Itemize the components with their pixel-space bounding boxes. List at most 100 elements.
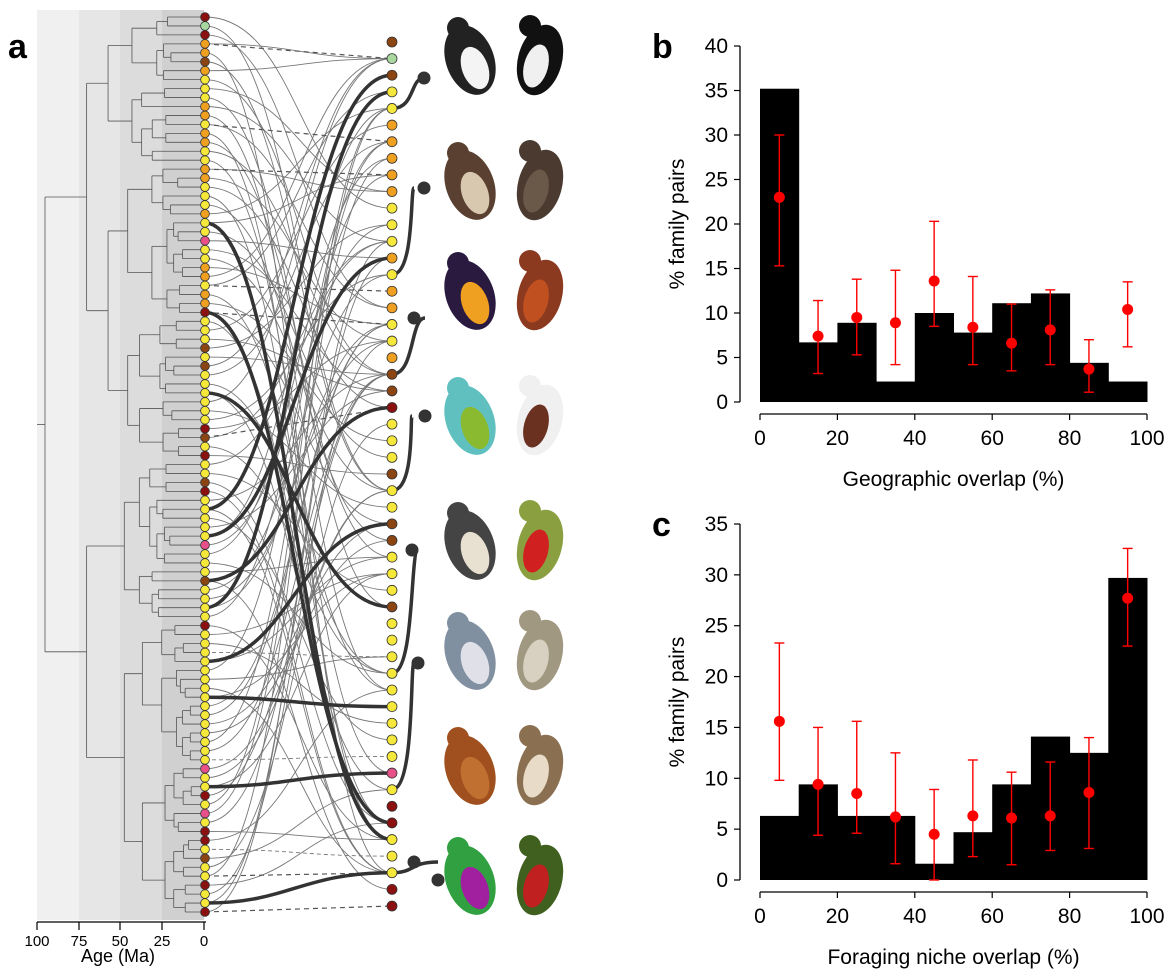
bird-belly [523,754,549,798]
tip-node [200,218,210,228]
null-model-point [928,275,940,287]
x-tick-label: 100 [1129,905,1164,928]
thick-link [204,695,393,709]
tangle-line [204,340,393,600]
bird-connector [391,661,416,792]
tangle-line [204,240,393,259]
tip-node [200,280,210,291]
right-node [386,651,398,663]
tip-node [200,414,210,425]
bird-head [447,17,469,39]
age-tick-label: 0 [200,933,208,950]
tangle-line [204,311,393,525]
tip-nodes [200,12,210,917]
right-node [386,319,398,330]
tip-node [200,262,210,273]
right-node [386,385,398,397]
tip-node [200,549,210,559]
y-tick-label: 5 [716,347,728,370]
tip-node [200,271,210,282]
razorbill-and-penguin-illustration [417,15,564,96]
right-node [386,169,398,181]
tip-node [200,808,210,819]
swift-and-swallow-illustration [417,140,564,221]
bird-head [447,727,469,749]
age-band [79,10,120,920]
null-model-point [1006,337,1018,349]
tip-node [200,620,210,631]
right-node [386,402,398,413]
thick-link [204,73,393,511]
right-node [386,551,398,563]
tangle-line [204,473,393,591]
y-tick-label: 15 [705,258,728,281]
age-band [162,10,204,920]
age-band [37,10,79,920]
tip-node [200,495,210,506]
tip-node [200,405,210,416]
histogram-bar [760,815,800,880]
tangle-line [204,174,393,618]
bird-belly [523,404,549,448]
right-node [386,119,398,131]
phylogenetic-tree [37,16,205,913]
bird-connector [391,316,426,377]
tip-node [200,871,210,881]
age-axis-label: Age (Ma) [81,946,155,966]
tip-node [200,30,210,40]
x-tick-label: 80 [1058,905,1081,928]
y-tick-label: 40 [705,35,728,58]
thick-link [204,871,393,905]
bird-belly [523,864,549,908]
right-node [386,800,398,812]
right-node [386,252,398,264]
dashed-link [204,905,393,913]
null-model-point [851,311,863,323]
bird-bullet [431,873,445,887]
bird-head [519,140,541,162]
panel-c-letter: c [652,506,671,544]
tip-node [200,674,210,685]
tangle-line [204,373,393,501]
right-node [386,900,398,912]
right-node [386,285,398,297]
bird-head [447,837,469,859]
tangle-line [204,240,393,913]
null-model-point [889,317,901,329]
y-tick-label: 30 [705,564,728,587]
tip-node [200,137,210,148]
y-tick-label: 25 [705,169,728,192]
null-model-point [1044,810,1056,822]
tangle-line [204,174,393,224]
tip-node [200,701,210,711]
bird-head [519,15,541,37]
right-node [386,734,398,746]
right-node [386,518,398,530]
tangle-line [204,573,393,635]
tip-node [200,289,210,300]
tip-node [200,665,210,676]
bird-head [519,250,541,272]
right-node [386,568,398,580]
null-model-point [967,321,979,333]
y-axis-label: % family pairs [666,637,689,768]
tip-node [200,182,210,192]
bird-bullet [417,71,431,85]
thick-link [204,256,393,538]
tip-node [200,47,210,58]
bird-bullet [407,311,421,325]
bird-belly [460,406,490,450]
dashed-link [204,123,393,143]
tangle-line [204,423,393,868]
tip-node [200,441,210,452]
tip-node [200,790,210,801]
tip-node [200,558,210,568]
x-tick-label: 60 [981,905,1004,928]
right-node [386,352,398,364]
y-tick-label: 30 [705,124,728,147]
hummingbird-and-sunbird-illustration [431,835,564,916]
tip-node [200,531,210,541]
tangle-line [204,58,393,403]
x-axis-label: Geographic overlap (%) [843,468,1065,491]
bird-belly [460,281,490,325]
